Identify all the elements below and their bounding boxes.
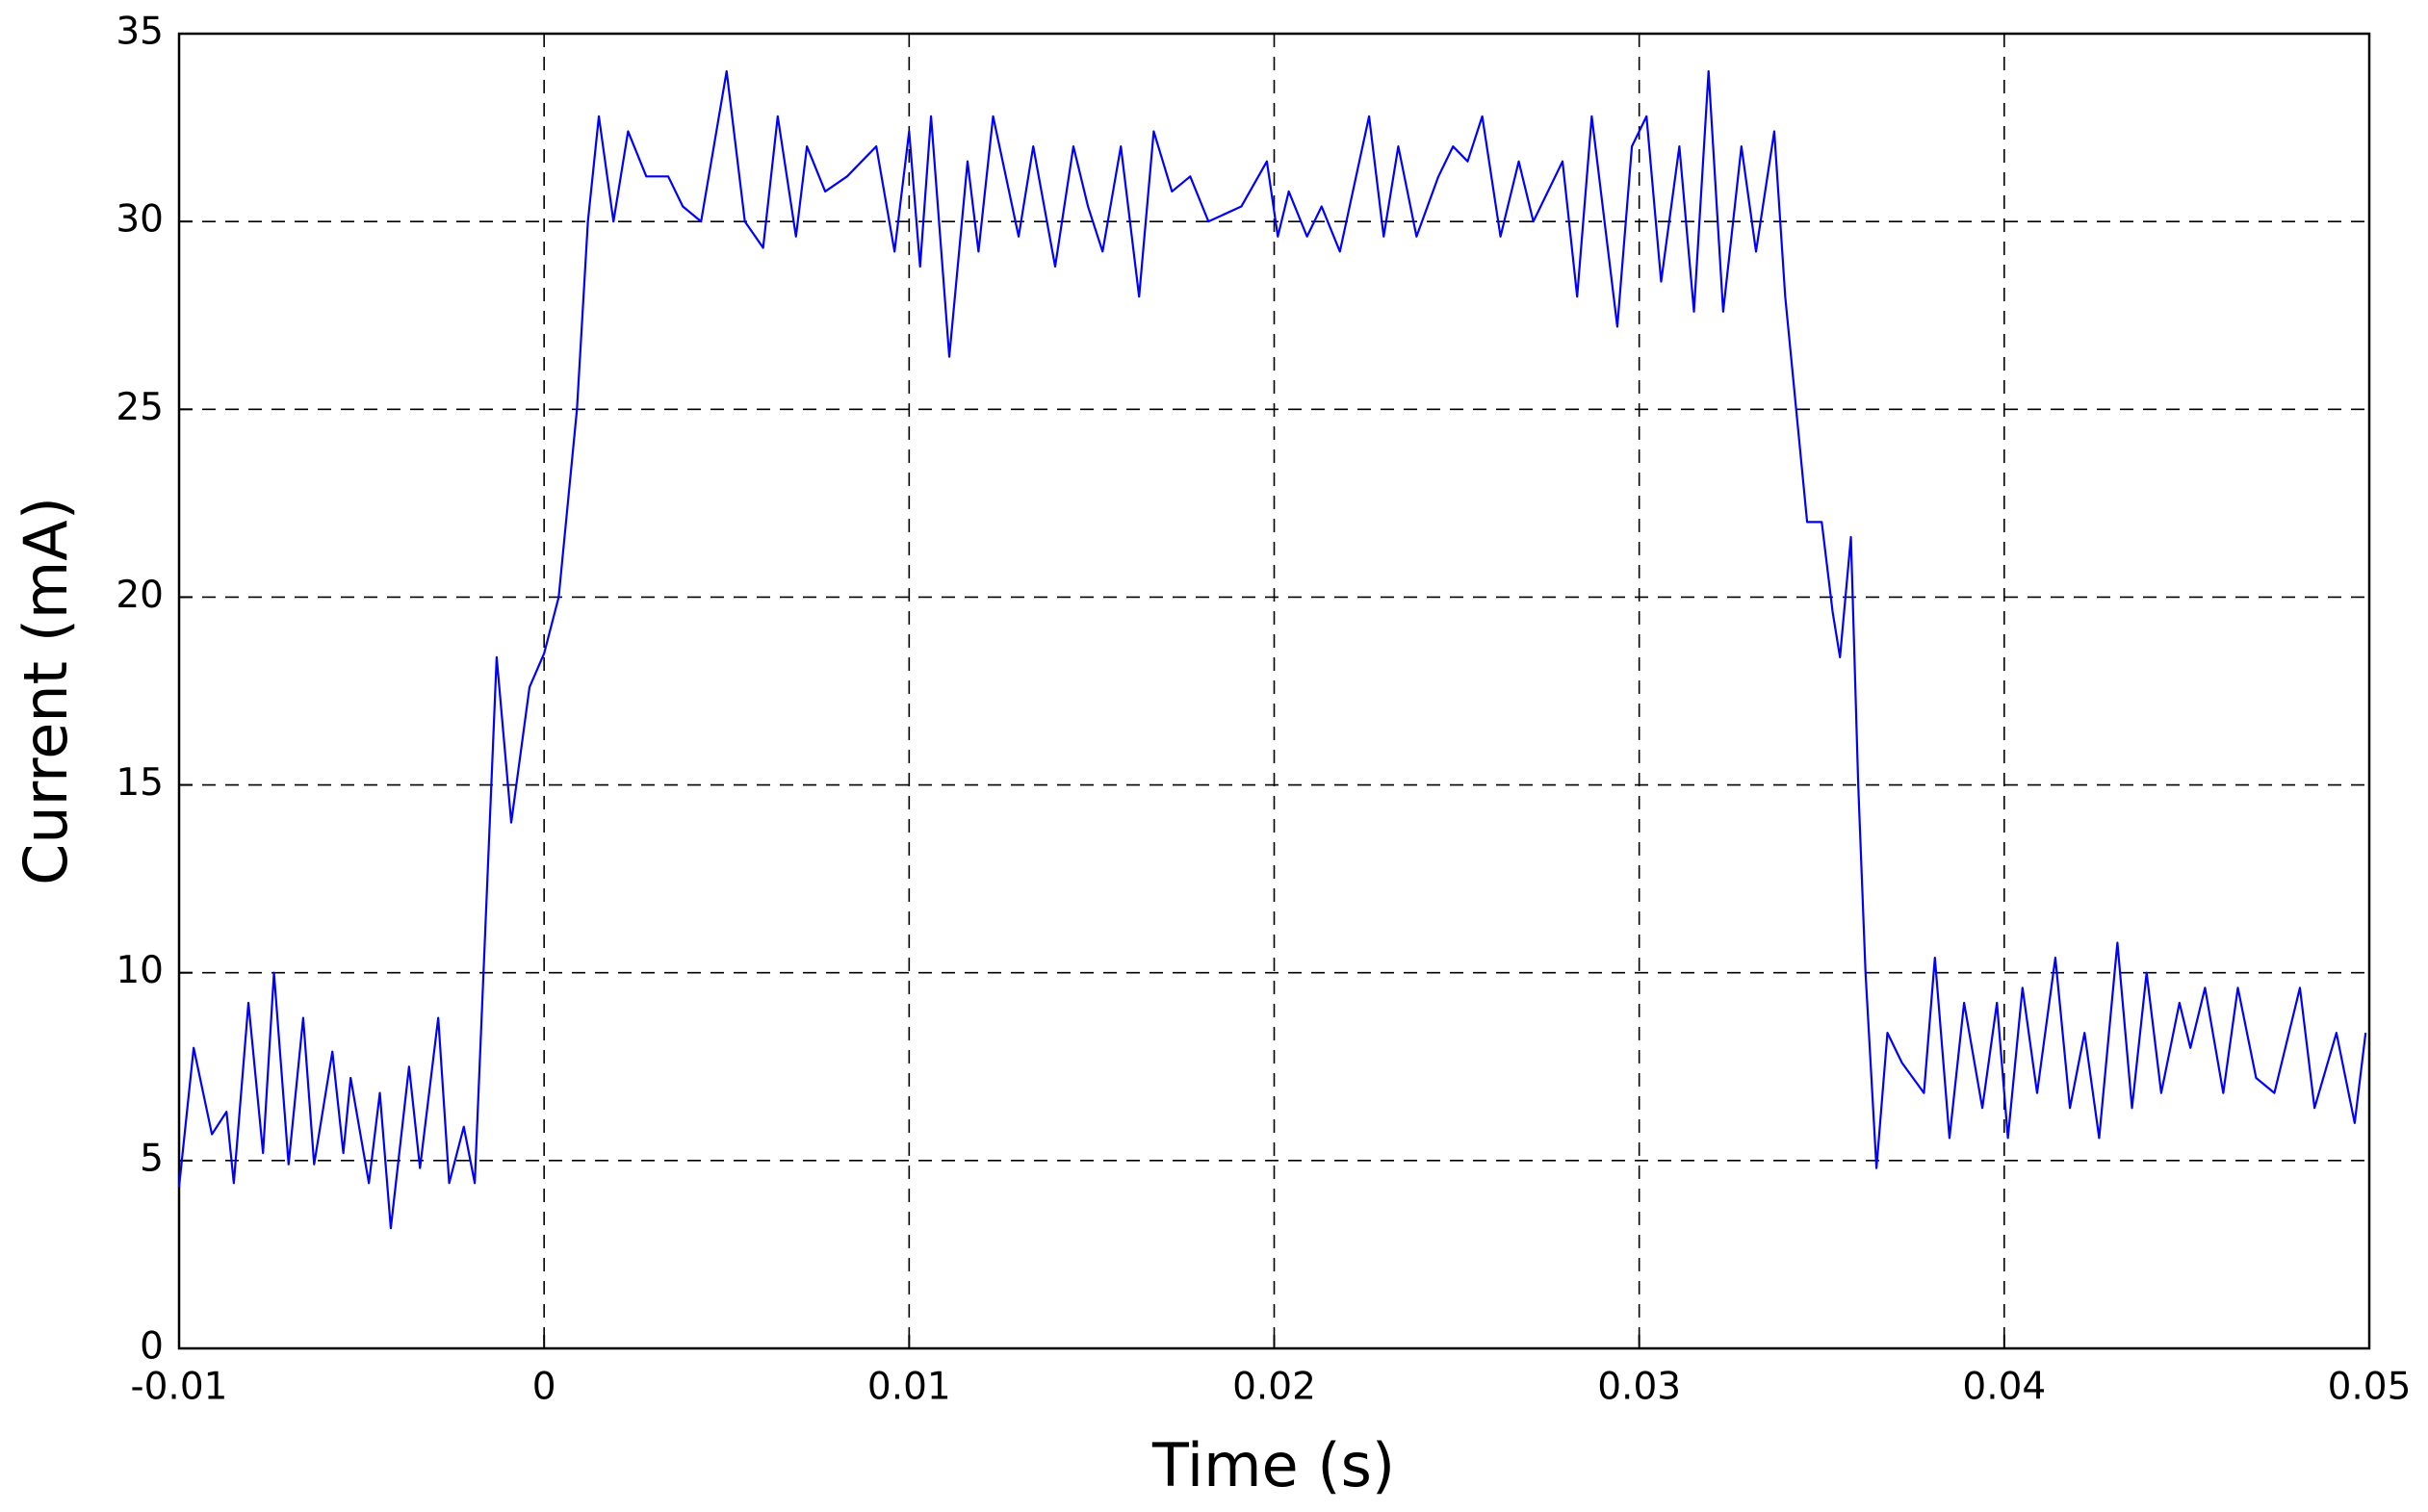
x-tick-label: 0.04 [1962, 1366, 2046, 1409]
plot-frame [177, 32, 2371, 1350]
data-line [177, 69, 2367, 1230]
x-tick-label: 0.03 [1597, 1366, 1681, 1409]
y-axis-label: Current (mA) [11, 497, 81, 885]
x-tick-label: 0.05 [2328, 1366, 2412, 1409]
y-tick-label: 5 [140, 1137, 164, 1180]
y-tick-label: 20 [116, 574, 164, 617]
y-tick-label: 15 [116, 761, 164, 805]
y-tick-label: 35 [116, 11, 164, 54]
x-tick-label: 0 [532, 1366, 556, 1409]
y-tick-label: 25 [116, 386, 164, 429]
x-tick-label: 0.02 [1232, 1366, 1316, 1409]
y-tick-label: 0 [140, 1325, 164, 1369]
x-tick-label: -0.01 [131, 1366, 228, 1409]
x-axis-label: Time (s) [1151, 1430, 1395, 1500]
x-tick-label: 0.01 [867, 1366, 951, 1409]
y-tick-label: 30 [116, 198, 164, 242]
y-tick-label: 10 [116, 949, 164, 992]
